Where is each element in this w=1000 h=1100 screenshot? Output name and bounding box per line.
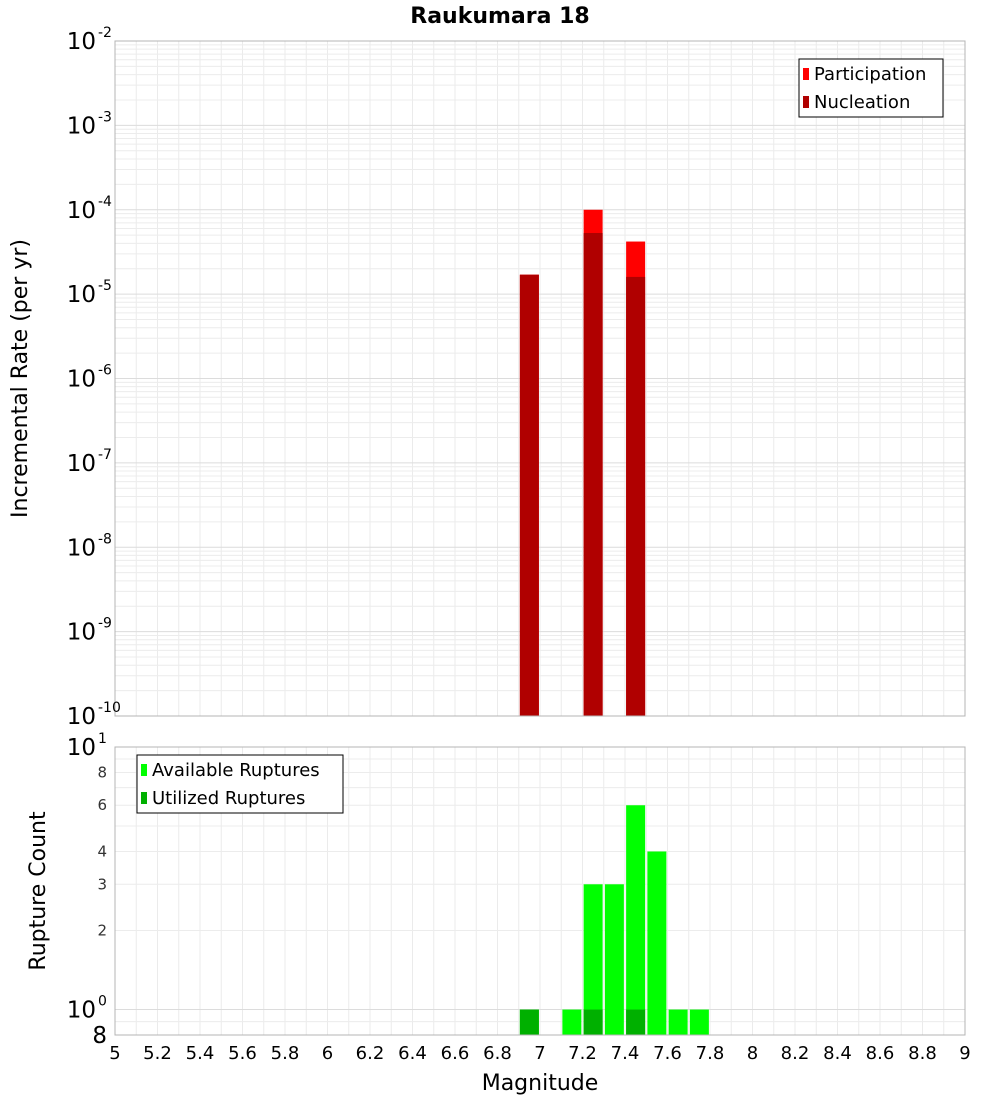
y-tick-label: 2	[97, 922, 107, 940]
bar-available-ruptures	[562, 1009, 582, 1035]
y-tick-exponent: -9	[98, 616, 112, 632]
y-tick-label: 6	[97, 796, 107, 814]
bar-nucleation	[626, 276, 646, 716]
x-tick-label: 5.4	[186, 1043, 215, 1064]
y-tick-label: 10	[67, 620, 96, 646]
x-tick-label: 8.6	[866, 1043, 895, 1064]
y-tick-label: 10	[67, 704, 96, 730]
bar-available-ruptures	[583, 884, 603, 1035]
legend: Available Ruptures Utilized Ruptures	[136, 754, 344, 814]
legend-swatch	[141, 764, 147, 776]
x-axis: 5 5.2 5.4 5.6 5.8 6 6.2 6.4 6.6 6.8 7 7.2 7.4 7.6 7.8 8…	[109, 1043, 970, 1064]
y-tick-label: 10	[67, 367, 96, 393]
bars	[519, 805, 709, 1035]
y-tick-label: 10	[67, 735, 96, 761]
y-axis-label: Incremental Rate (per yr)	[8, 239, 33, 518]
x-tick-label: 6	[322, 1043, 333, 1064]
x-tick-label: 5.2	[143, 1043, 172, 1064]
y-axis-label: Rupture Count	[26, 811, 51, 971]
x-tick-label: 8	[747, 1043, 758, 1064]
x-tick-label: 7.8	[696, 1043, 725, 1064]
y-tick-exponent: -3	[98, 109, 112, 125]
y-tick-exponent: -4	[98, 194, 112, 210]
bar-nucleation	[583, 233, 603, 716]
chart-title: Raukumara 18	[410, 4, 589, 29]
x-tick-label: 7	[534, 1043, 545, 1064]
legend-entry: Participation	[814, 64, 926, 85]
bar-available-ruptures	[689, 1009, 709, 1035]
y-tick-label: 10	[67, 198, 96, 224]
x-tick-label: 7.2	[568, 1043, 597, 1064]
legend-swatch	[803, 96, 809, 108]
y-tick-exponent: 0	[98, 994, 107, 1010]
y-tick-label: 10	[67, 113, 96, 139]
x-tick-label: 9	[959, 1043, 970, 1064]
y-tick-exponent: 1	[98, 731, 107, 747]
y-tick-label: 8	[97, 763, 107, 781]
x-tick-label: 7.4	[611, 1043, 640, 1064]
bar-utilized-ruptures	[583, 1009, 603, 1035]
y-tick-label: 10	[67, 998, 96, 1024]
x-tick-label: 6.4	[398, 1043, 427, 1064]
legend-entry: Available Ruptures	[152, 760, 320, 781]
bar-available-ruptures	[604, 884, 624, 1035]
x-tick-label: 6.2	[356, 1043, 385, 1064]
x-tick-label: 5.8	[271, 1043, 300, 1064]
y-tick-label: 10	[67, 282, 96, 308]
y-tick-label: 10	[67, 535, 96, 561]
y-tick-label: 8	[92, 1023, 107, 1049]
legend-box	[798, 58, 944, 118]
x-tick-label: 5	[109, 1043, 120, 1064]
y-tick-exponent: -6	[98, 363, 112, 379]
x-tick-label: 8.8	[908, 1043, 937, 1064]
y-tick-exponent: -2	[98, 25, 112, 41]
y-tick-label: 3	[97, 875, 107, 893]
x-tick-label: 8.2	[781, 1043, 810, 1064]
bars	[519, 209, 646, 717]
legend-box	[136, 754, 344, 814]
plot-frame	[114, 746, 966, 1036]
legend-swatch	[803, 68, 809, 80]
y-tick-exponent: -7	[98, 447, 112, 463]
legend-entry: Nucleation	[814, 92, 910, 113]
bar-available-ruptures	[647, 851, 667, 1035]
plot-frame	[114, 40, 966, 717]
y-tick-exponent: -5	[98, 278, 112, 294]
y-tick-label: 10	[67, 451, 96, 477]
bar-utilized-ruptures	[626, 1009, 646, 1035]
y-tick-exponent: -8	[98, 531, 112, 547]
y-tick-label: 4	[97, 842, 107, 860]
bar-available-ruptures	[626, 805, 646, 1035]
x-tick-label: 7.6	[653, 1043, 682, 1064]
legend-entry: Utilized Ruptures	[152, 788, 305, 809]
x-tick-label: 5.6	[228, 1043, 257, 1064]
x-tick-label: 6.6	[441, 1043, 470, 1064]
bar-utilized-ruptures	[519, 1009, 539, 1035]
x-tick-label: 8.4	[823, 1043, 852, 1064]
bar-available-ruptures	[668, 1009, 688, 1035]
grid-lines	[115, 41, 965, 716]
y-tick-label: 10	[67, 29, 96, 55]
bar-nucleation	[519, 274, 539, 716]
x-axis-label: Magnitude	[482, 1071, 599, 1096]
legend-swatch	[141, 792, 147, 804]
legend: Participation Nucleation	[798, 58, 944, 118]
x-tick-label: 6.8	[483, 1043, 512, 1064]
y-tick-exponent: -10	[98, 700, 121, 716]
